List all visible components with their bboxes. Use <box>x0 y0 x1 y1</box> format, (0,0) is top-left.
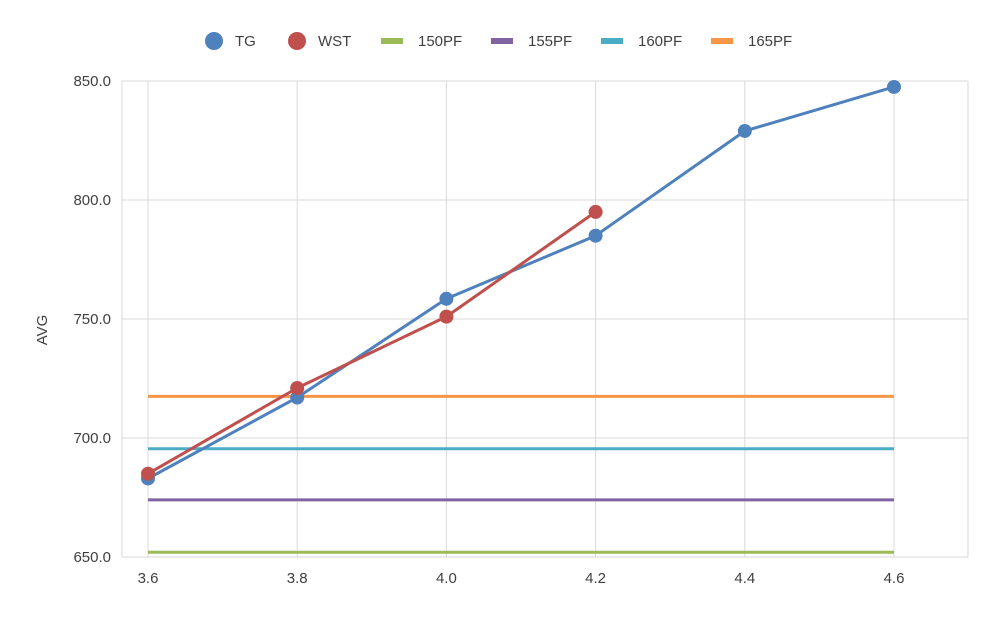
x-tick-label: 3.8 <box>287 570 308 587</box>
data-point-wst <box>439 309 454 324</box>
legend-item-165pf: 165PF <box>711 33 792 50</box>
legend-label-150pf: 150PF <box>418 33 462 50</box>
series-line-tg <box>147 85 895 480</box>
x-tick-label: 4.0 <box>436 570 457 587</box>
data-point-wst <box>290 381 305 396</box>
legend-item-155pf: 155PF <box>491 33 572 50</box>
legend-label-165pf: 165PF <box>748 33 792 50</box>
legend-swatch-165pf <box>711 38 733 44</box>
y-tick-label: 650.0 <box>73 549 111 566</box>
legend: TG WST 150PF 155PF 160PF 165PF <box>205 32 792 50</box>
x-axis-ticks: 3.6 3.8 4.0 4.2 4.4 4.6 <box>138 570 905 587</box>
data-point-tg <box>439 291 454 306</box>
legend-label-tg: TG <box>235 33 256 50</box>
data-point-wst <box>141 466 155 481</box>
y-axis-ticks: 650.0 700.0 750.0 800.0 850.0 <box>73 73 111 566</box>
y-axis-title: AVG <box>34 315 51 346</box>
legend-item-150pf: 150PF <box>381 33 462 50</box>
y-tick-label: 800.0 <box>73 192 111 209</box>
data-point-tg <box>887 79 901 94</box>
series-line-wst <box>147 210 597 476</box>
legend-label-155pf: 155PF <box>528 33 572 50</box>
x-tick-label: 4.6 <box>884 570 905 587</box>
series-markers <box>141 79 901 486</box>
legend-label-160pf: 160PF <box>638 33 682 50</box>
legend-item-160pf: 160PF <box>601 33 682 50</box>
x-tick-label: 3.6 <box>138 570 159 587</box>
series-lines <box>147 85 895 554</box>
legend-item-tg: TG <box>205 32 256 50</box>
y-tick-label: 700.0 <box>73 430 111 447</box>
gridlines <box>121 80 969 558</box>
legend-swatch-155pf <box>491 38 513 44</box>
y-tick-label: 750.0 <box>73 311 111 328</box>
data-point-tg <box>737 123 752 138</box>
legend-item-wst: WST <box>288 32 351 50</box>
x-tick-label: 4.2 <box>585 570 606 587</box>
legend-swatch-150pf <box>381 38 403 44</box>
data-point-tg <box>588 228 603 243</box>
legend-swatch-160pf <box>601 38 623 44</box>
legend-marker-tg <box>205 32 223 50</box>
legend-label-wst: WST <box>318 33 351 50</box>
y-tick-label: 850.0 <box>73 73 111 90</box>
legend-marker-wst <box>288 32 306 50</box>
data-point-wst <box>588 204 603 219</box>
x-tick-label: 4.4 <box>734 570 755 587</box>
